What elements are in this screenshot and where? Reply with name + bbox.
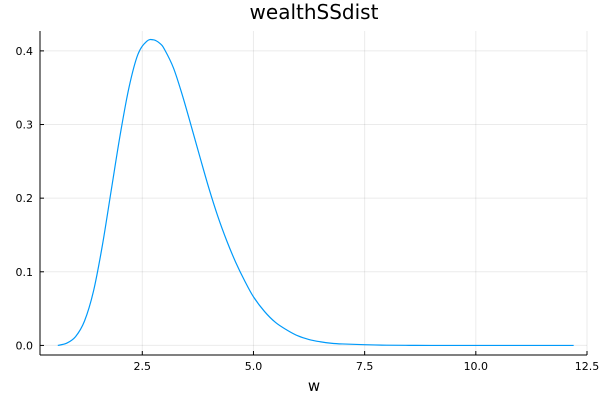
x-tick-label: 10.0 — [464, 360, 489, 373]
y-tick-label: 0.1 — [16, 266, 34, 279]
series-group — [57, 38, 574, 347]
y-tick-label: 0.3 — [16, 119, 34, 132]
y-tick-label: 0.4 — [16, 45, 34, 58]
axes — [39, 31, 588, 356]
grid-lines — [40, 31, 588, 355]
x-axis-title: w — [308, 377, 320, 395]
chart-title: wealthSSdist — [250, 0, 379, 24]
y-tick-label: 0.2 — [16, 192, 34, 205]
x-tick-label: 2.5 — [134, 360, 152, 373]
series-line — [57, 38, 574, 347]
x-tick-label: 12.5 — [575, 360, 600, 373]
tick-labels: 2.5 5.0 7.5 10.0 12.5 0.0 0.1 0.2 0.3 0.4 — [16, 45, 600, 373]
x-tick-label: 7.5 — [356, 360, 374, 373]
y-tick-label: 0.0 — [16, 339, 34, 352]
x-tick-label: 5.0 — [245, 360, 263, 373]
